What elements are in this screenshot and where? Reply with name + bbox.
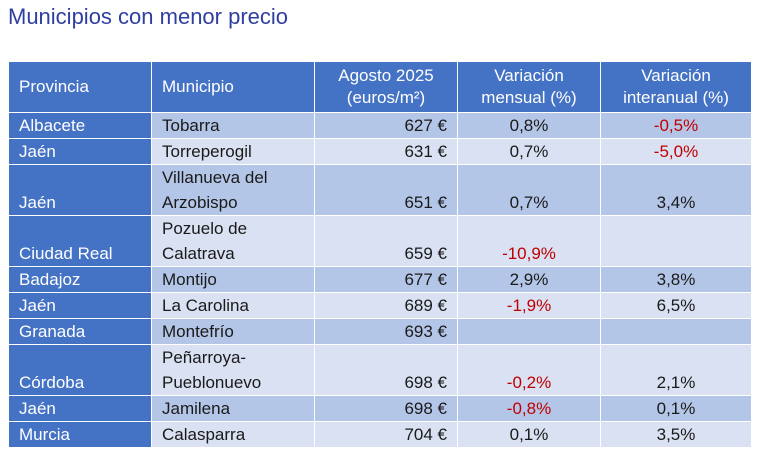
cell-variacion-interanual: 3,5% <box>600 421 752 448</box>
header-precio: Agosto 2025 (euros/m²) <box>314 61 458 113</box>
cell-variacion-interanual: 3,4% <box>600 164 752 216</box>
cell-provincia: Granada <box>8 318 152 345</box>
cell-provincia: Jaén <box>8 292 152 319</box>
cell-variacion-interanual <box>600 318 752 345</box>
cell-precio: 704 € <box>314 421 458 448</box>
header-interanual-line1: Variación <box>641 66 711 85</box>
cell-municipio-line1: Peñarroya- <box>162 348 247 367</box>
cell-variacion-interanual <box>600 215 752 267</box>
cell-variacion-mensual: 0,7% <box>457 138 601 165</box>
cell-municipio-line2: Pueblonuevo <box>162 373 262 392</box>
cell-provincia: Murcia <box>8 421 152 448</box>
cell-municipio-line2: Calatrava <box>162 244 235 263</box>
header-precio-line2: (euros/m²) <box>346 88 426 107</box>
cell-municipio-line2: Arzobispo <box>162 193 238 212</box>
table-row: Córdoba Peñarroya- Pueblonuevo 698 € -0,… <box>8 344 752 396</box>
table-row: Jaén Villanueva del Arzobispo 651 € 0,7%… <box>8 164 752 216</box>
header-provincia: Provincia <box>8 61 152 113</box>
cell-precio: 693 € <box>314 318 458 345</box>
cell-variacion-interanual: -0,5% <box>600 112 752 139</box>
cell-municipio-line1: Villanueva del <box>162 168 268 187</box>
table-row: Jaén La Carolina 689 € -1,9% 6,5% <box>8 292 752 319</box>
cell-provincia: Jaén <box>8 164 152 216</box>
header-mensual-line2: mensual (%) <box>481 88 577 107</box>
cell-variacion-mensual <box>457 318 601 345</box>
cell-variacion-mensual: 0,1% <box>457 421 601 448</box>
cell-municipio: Peñarroya- Pueblonuevo <box>151 344 315 396</box>
cell-variacion-mensual: -10,9% <box>457 215 601 267</box>
table-row: Badajoz Montijo 677 € 2,9% 3,8% <box>8 266 752 293</box>
cell-variacion-interanual: -5,0% <box>600 138 752 165</box>
cell-precio: 627 € <box>314 112 458 139</box>
table-row: Murcia Calasparra 704 € 0,1% 3,5% <box>8 421 752 448</box>
cell-municipio: Montefrío <box>151 318 315 345</box>
cell-municipio-line1: Pozuelo de <box>162 219 248 238</box>
cell-variacion-interanual: 0,1% <box>600 395 752 422</box>
cell-municipio: Villanueva del Arzobispo <box>151 164 315 216</box>
cell-provincia: Jaén <box>8 138 152 165</box>
cell-variacion-mensual: -0,2% <box>457 344 601 396</box>
cell-variacion-mensual: 0,8% <box>457 112 601 139</box>
cell-variacion-mensual: 0,7% <box>457 164 601 216</box>
cell-precio: 698 € <box>314 395 458 422</box>
cell-provincia: Jaén <box>8 395 152 422</box>
cell-variacion-mensual: -1,9% <box>457 292 601 319</box>
cell-municipio: Tobarra <box>151 112 315 139</box>
cell-provincia: Albacete <box>8 112 152 139</box>
cell-municipio: Pozuelo de Calatrava <box>151 215 315 267</box>
cell-municipio: Montijo <box>151 266 315 293</box>
cell-municipio: La Carolina <box>151 292 315 319</box>
cell-variacion-mensual: 2,9% <box>457 266 601 293</box>
cell-precio: 689 € <box>314 292 458 319</box>
cell-municipio: Jamilena <box>151 395 315 422</box>
cell-variacion-interanual: 6,5% <box>600 292 752 319</box>
header-precio-line1: Agosto 2025 <box>338 66 434 85</box>
cell-municipio: Torreperogil <box>151 138 315 165</box>
cell-precio: 698 € <box>314 344 458 396</box>
cell-precio: 677 € <box>314 266 458 293</box>
cell-variacion-interanual: 2,1% <box>600 344 752 396</box>
header-municipio: Municipio <box>151 61 315 113</box>
cell-precio: 631 € <box>314 138 458 165</box>
page-title: Municipios con menor precio <box>8 4 289 29</box>
cell-municipio: Calasparra <box>151 421 315 448</box>
price-table: Provincia Municipio Agosto 2025 (euros/m… <box>8 61 752 448</box>
table-row: Albacete Tobarra 627 € 0,8% -0,5% <box>8 112 752 139</box>
table-row: Ciudad Real Pozuelo de Calatrava 659 € -… <box>8 215 752 267</box>
table-row: Jaén Jamilena 698 € -0,8% 0,1% <box>8 395 752 422</box>
header-mensual-line1: Variación <box>494 66 564 85</box>
header-interanual-line2: interanual (%) <box>623 88 729 107</box>
cell-provincia: Córdoba <box>8 344 152 396</box>
cell-provincia: Badajoz <box>8 266 152 293</box>
cell-variacion-interanual: 3,8% <box>600 266 752 293</box>
table-header-row: Provincia Municipio Agosto 2025 (euros/m… <box>8 61 752 113</box>
cell-precio: 659 € <box>314 215 458 267</box>
cell-provincia: Ciudad Real <box>8 215 152 267</box>
table-row: Granada Montefrío 693 € <box>8 318 752 345</box>
cell-variacion-mensual: -0,8% <box>457 395 601 422</box>
cell-precio: 651 € <box>314 164 458 216</box>
header-variacion-mensual: Variación mensual (%) <box>457 61 601 113</box>
header-variacion-interanual: Variación interanual (%) <box>600 61 752 113</box>
table-row: Jaén Torreperogil 631 € 0,7% -5,0% <box>8 138 752 165</box>
